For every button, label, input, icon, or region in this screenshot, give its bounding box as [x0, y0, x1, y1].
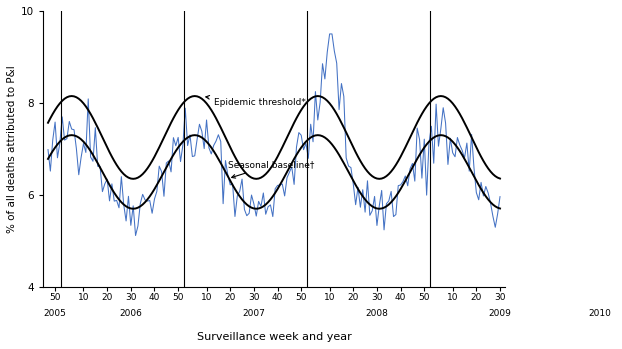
Text: 2008: 2008 [366, 309, 388, 318]
Text: Seasonal baseline†: Seasonal baseline† [228, 161, 314, 178]
Text: 2009: 2009 [488, 309, 511, 318]
Text: 2005: 2005 [44, 309, 67, 318]
Text: 2006: 2006 [119, 309, 142, 318]
Text: 2007: 2007 [243, 309, 266, 318]
Y-axis label: % of all deaths attributed to P&I: % of all deaths attributed to P&I [7, 65, 17, 233]
Text: 2010: 2010 [588, 309, 611, 318]
Text: Epidemic threshold*: Epidemic threshold* [206, 96, 305, 107]
X-axis label: Surveillance week and year: Surveillance week and year [197, 332, 351, 342]
